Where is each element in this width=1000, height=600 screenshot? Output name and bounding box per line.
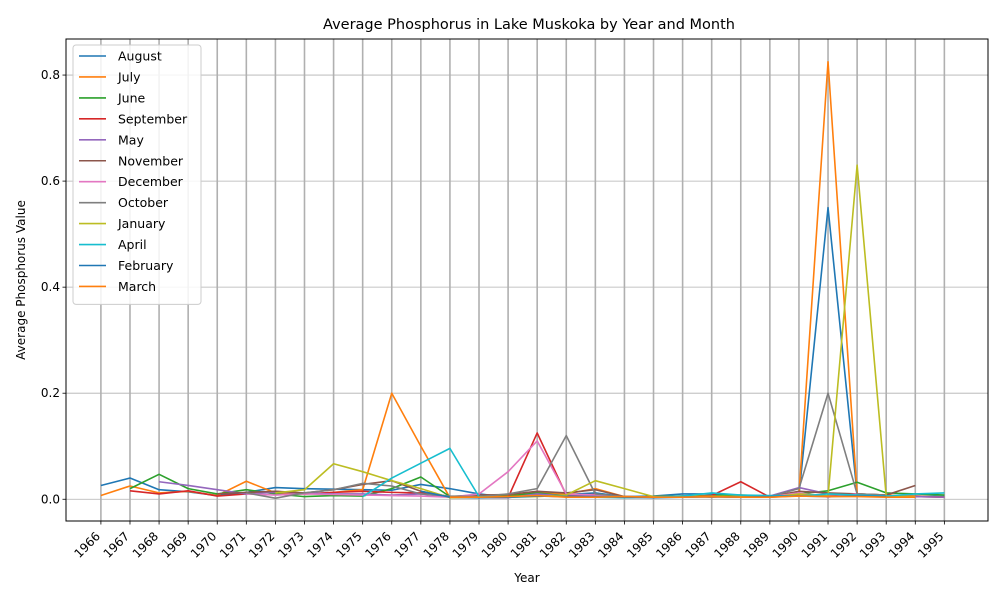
series-layer [100, 60, 945, 500]
legend-entry-label: June [117, 90, 146, 105]
chart-title: Average Phosphorus in Lake Muskoka by Ye… [323, 17, 735, 33]
legend-frame [72, 44, 202, 305]
legend-entry-label: January [117, 216, 166, 231]
y-axis-label: Average Phosphorus Value [14, 200, 28, 360]
legend-entry-label: December [118, 174, 184, 189]
legend-entry-label: October [118, 195, 169, 210]
legend: August July June September May November Decemb… [72, 44, 202, 305]
y-tick-label: 0.6 [41, 174, 60, 188]
y-tick-label: 0.4 [41, 280, 60, 294]
plot-frame [65, 38, 989, 522]
y-tick-label: 0.0 [41, 492, 60, 506]
legend-entry-label: July [117, 69, 141, 84]
legend-entry-label: November [118, 153, 184, 168]
series-line-october [246, 392, 887, 500]
x-axis-label: Year [513, 571, 539, 585]
legend-entry-label: March [118, 279, 156, 294]
legend-entry-label: May [118, 132, 144, 147]
legend-entry-label: August [118, 49, 162, 64]
series-line-march [449, 494, 916, 498]
y-tick-label: 0.8 [41, 68, 60, 82]
legend-entry-label: September [118, 111, 188, 126]
legend-entry-label: February [118, 258, 174, 273]
legend-entry-label: April [118, 237, 147, 252]
y-tick-label: 0.2 [41, 386, 60, 400]
